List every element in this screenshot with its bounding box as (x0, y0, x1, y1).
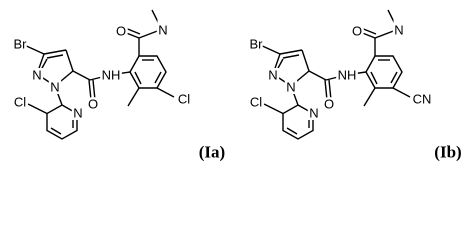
atom-cl: Cl (250, 95, 262, 110)
bonds (257, 9, 411, 140)
structure-diagram: Br N N N Cl O NH O N Cl (Ia) Br N N N Cl… (11, 9, 462, 162)
atom-n-top: N (158, 23, 167, 38)
atom-pyridine-n: N (309, 106, 318, 121)
compound-label: (Ia) (199, 143, 225, 162)
atom-o-top: O (116, 24, 126, 39)
atom-o-top: O (352, 24, 362, 39)
atom-n1: N (286, 80, 295, 95)
bonds (21, 9, 175, 140)
atom-br: Br (14, 37, 28, 52)
molecule-ib: Br N N N Cl O NH O N CN (Ib) (247, 9, 462, 162)
atom-n2: N (32, 68, 41, 83)
atom-br: Br (250, 37, 264, 52)
atom-o: O (88, 97, 98, 112)
molecule-ia: Br N N N Cl O NH O N Cl (Ia) (11, 9, 225, 162)
atom-pyridine-n: N (73, 106, 82, 121)
substituent: CN (413, 92, 432, 107)
atom-nh: NH (338, 68, 357, 83)
substituent: Cl (178, 92, 190, 107)
atom-nh: NH (102, 68, 121, 83)
atom-o: O (324, 97, 334, 112)
atom-n-top: N (394, 23, 403, 38)
atom-cl: Cl (14, 95, 26, 110)
compound-label: (Ib) (434, 143, 461, 162)
atom-n1: N (50, 80, 59, 95)
atom-n2: N (268, 68, 277, 83)
